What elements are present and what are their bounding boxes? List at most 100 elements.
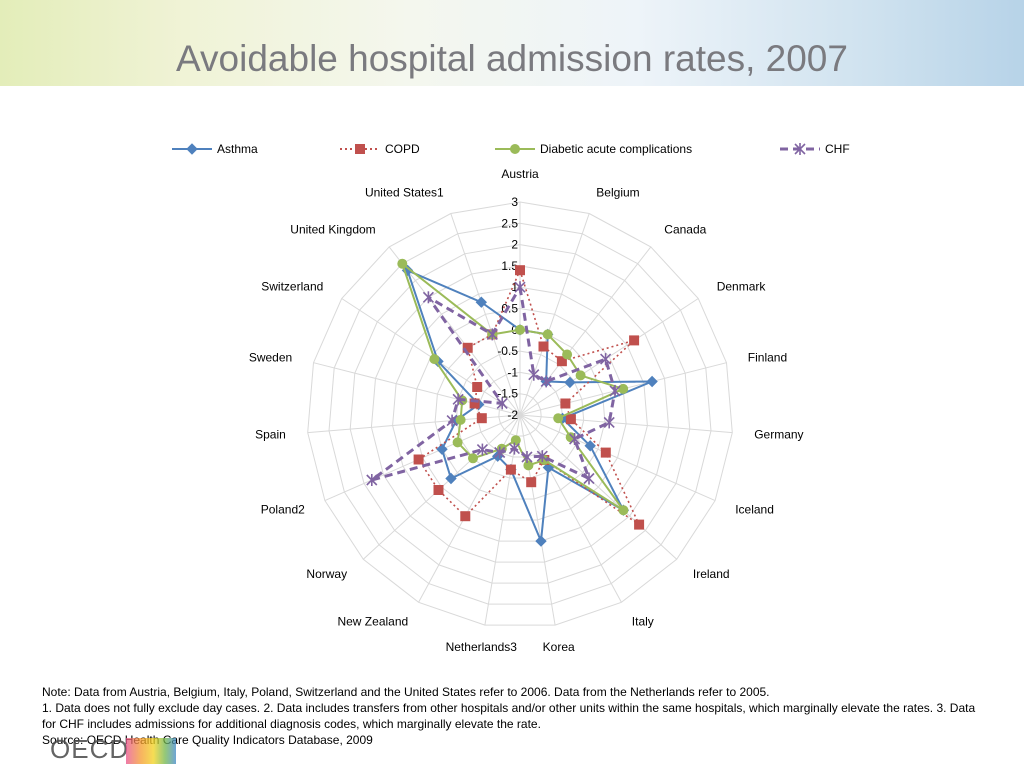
data-point <box>609 384 621 397</box>
legend-marker <box>186 143 198 155</box>
tick-label: -0.5 <box>497 344 518 358</box>
legend-label: CHF <box>825 142 850 156</box>
footnotes: Note: Data from Austria, Belgium, Italy,… <box>42 684 982 748</box>
data-point <box>366 474 378 486</box>
grid-spoke <box>313 362 521 416</box>
data-point <box>445 472 457 485</box>
grid-spoke <box>519 414 716 502</box>
category-label: Italy <box>632 615 654 629</box>
category-label: Denmark <box>717 280 767 294</box>
category-label: Norway <box>306 567 347 581</box>
legend-marker <box>355 144 365 154</box>
data-point <box>452 393 464 406</box>
legend-label: Diabetic acute complications <box>540 142 692 156</box>
tick-label: 2 <box>511 238 518 252</box>
data-point <box>553 413 564 424</box>
data-point <box>583 472 595 485</box>
legend-label: COPD <box>385 142 420 156</box>
grid-ring <box>434 329 606 500</box>
data-point <box>505 464 516 475</box>
data-point <box>618 383 629 394</box>
category-label: Iceland <box>735 502 774 516</box>
data-point <box>429 354 440 365</box>
data-point <box>494 446 506 459</box>
data-point <box>584 440 596 452</box>
data-point <box>508 442 520 455</box>
data-point <box>413 454 424 465</box>
data-point <box>523 460 534 471</box>
category-label: Switzerland <box>261 280 323 294</box>
grid-spoke <box>519 414 733 434</box>
category-label: Sweden <box>249 350 292 364</box>
data-point <box>556 356 567 367</box>
tick-label: -2 <box>507 408 518 422</box>
data-point <box>562 349 573 360</box>
note-line: 1. Data does not fully exclude day cases… <box>42 701 976 731</box>
data-point <box>397 258 408 269</box>
series-line <box>405 268 653 542</box>
tick-label: 3 <box>511 195 518 209</box>
note-line: Note: Data from Austria, Belgium, Italy,… <box>42 685 770 699</box>
category-label: Finland <box>748 350 787 364</box>
grid-ring <box>307 201 733 626</box>
tick-label: -1.5 <box>497 387 518 401</box>
legend-marker <box>794 143 806 155</box>
data-point <box>646 375 658 388</box>
grid-spoke <box>307 414 521 434</box>
data-point <box>575 370 586 381</box>
data-point <box>560 398 571 409</box>
category-label: Netherlands3 <box>446 640 518 654</box>
category-label: Germany <box>754 427 803 441</box>
category-label: Ireland <box>693 567 730 581</box>
legend-item: Asthma <box>172 142 258 156</box>
data-point <box>476 443 488 456</box>
series-chf <box>366 281 621 486</box>
data-point <box>486 328 498 341</box>
grid-ring <box>413 307 627 521</box>
grid-spoke <box>388 246 521 416</box>
category-label: Austria <box>501 167 539 181</box>
data-point <box>600 447 611 458</box>
legend-label: Asthma <box>217 142 258 156</box>
tick-label: 1.5 <box>501 259 518 273</box>
data-point <box>446 414 458 427</box>
grid-ring <box>476 371 564 458</box>
data-point <box>514 281 526 294</box>
series-copd <box>413 265 645 530</box>
data-point <box>476 413 487 424</box>
data-point <box>422 291 434 304</box>
grid-ring <box>349 244 691 584</box>
data-point <box>515 324 525 335</box>
category-label: New Zealand <box>337 615 408 629</box>
grid-ring <box>370 265 670 563</box>
category-label: Korea <box>543 640 575 654</box>
header-background <box>0 0 1024 86</box>
data-point <box>538 341 549 352</box>
slide-title: Avoidable hospital admission rates, 2007 <box>176 38 848 79</box>
tick-label: 0.5 <box>501 302 518 316</box>
data-point <box>521 451 533 463</box>
category-label: Poland2 <box>261 502 305 516</box>
grid-spoke <box>519 213 590 416</box>
note-line: Source: OECD Health Care Quality Indicat… <box>42 733 373 747</box>
tick-label: 1 <box>511 280 518 294</box>
grid-spoke <box>450 213 521 416</box>
data-point <box>600 353 612 366</box>
data-point <box>603 416 615 429</box>
category-label: Belgium <box>596 186 639 200</box>
data-point <box>496 397 508 410</box>
data-point <box>452 437 463 448</box>
data-point <box>433 485 444 495</box>
legend-item: Diabetic acute complications <box>495 142 692 156</box>
category-label: United States1 <box>365 186 444 200</box>
grid-spoke <box>519 414 678 560</box>
category-label: United Kingdom <box>290 223 375 237</box>
series-diabetic-acute-complications <box>397 258 629 516</box>
data-point <box>436 443 448 455</box>
grid-spoke <box>519 298 699 416</box>
tick-label: -1 <box>507 365 518 379</box>
data-point <box>469 398 480 409</box>
data-point <box>540 375 552 388</box>
data-point <box>535 535 547 547</box>
category-label: Spain <box>255 427 286 441</box>
